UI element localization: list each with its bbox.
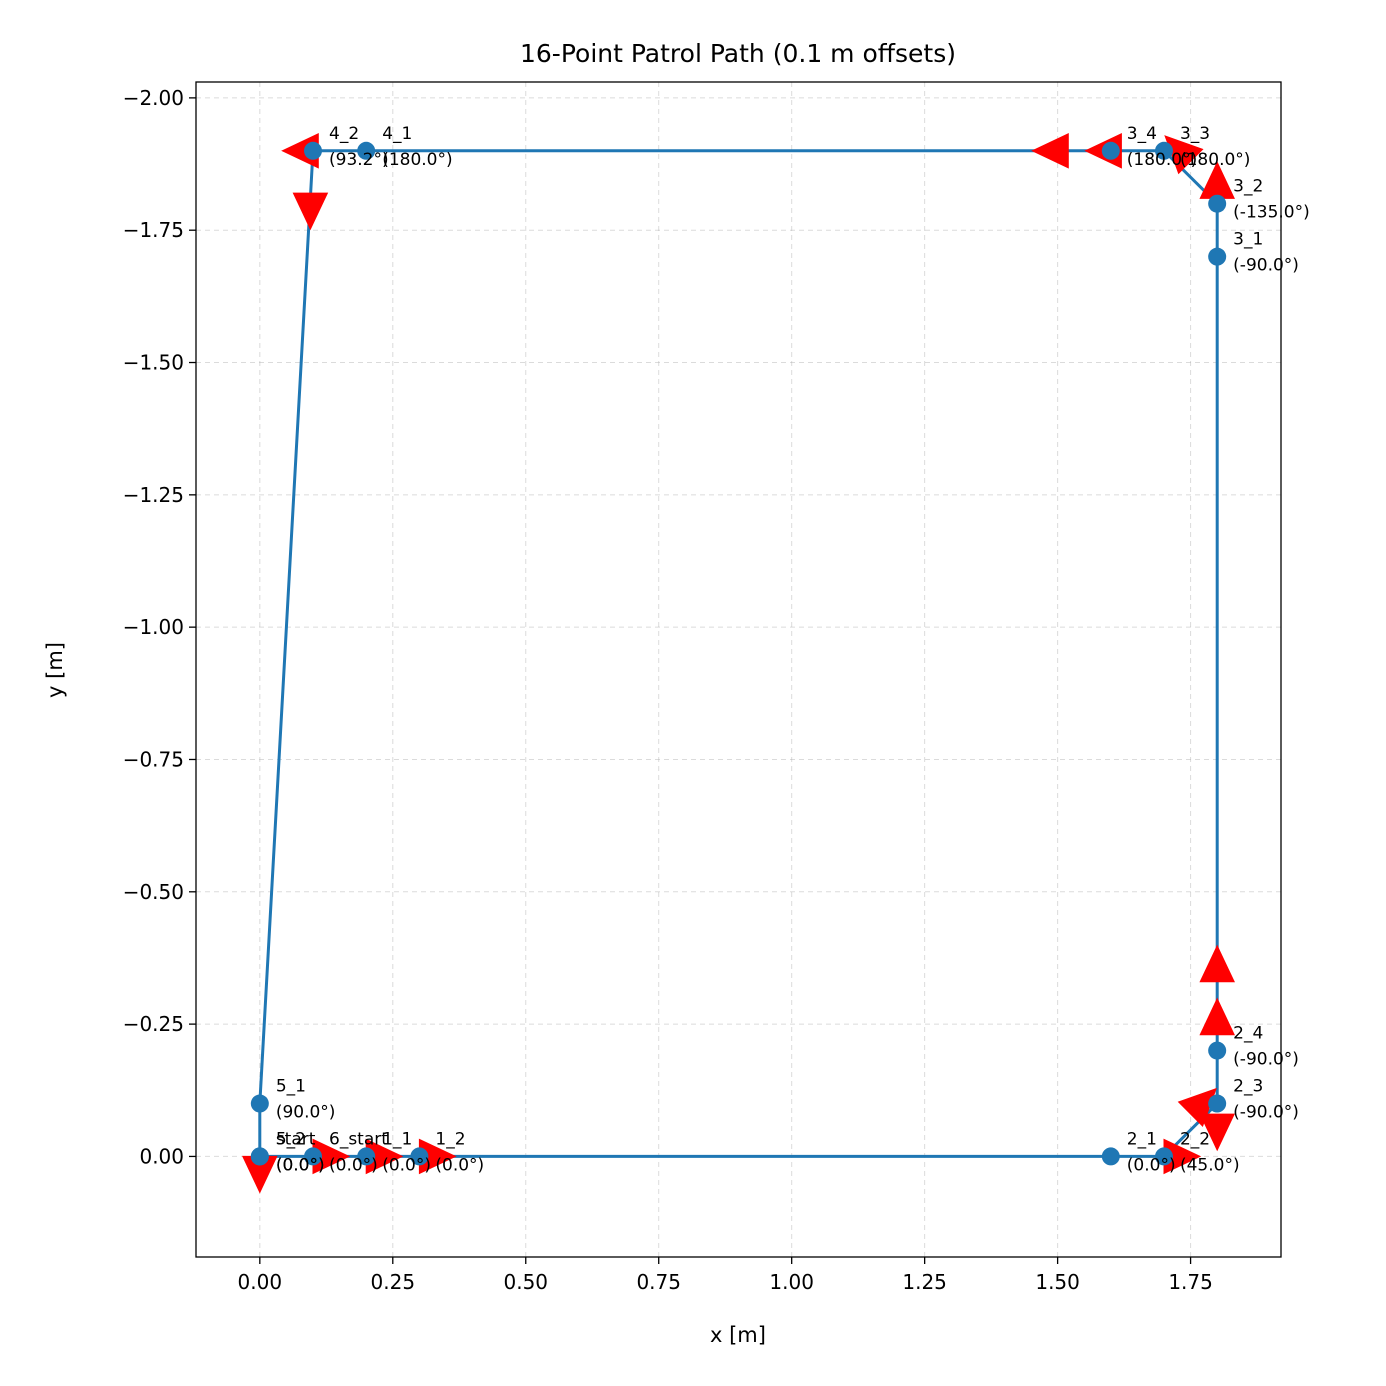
y-tick-label: −1.50 xyxy=(123,351,184,375)
waypoint-heading-label: (180.0°) xyxy=(1180,150,1250,170)
heading-arrow xyxy=(1031,133,1069,169)
waypoint-heading-label: (90.0°) xyxy=(276,1103,336,1123)
x-tick-label: 1.50 xyxy=(1035,1270,1080,1294)
x-tick-label: 1.00 xyxy=(769,1270,814,1294)
waypoint-marker xyxy=(357,141,376,160)
waypoint-heading-label: (45.0°) xyxy=(1180,1155,1240,1175)
x-tick-label: 1.75 xyxy=(1168,1270,1213,1294)
waypoint-heading-label: (-90.0°) xyxy=(1233,1050,1299,1070)
y-tick-label: −1.25 xyxy=(123,483,184,507)
waypoint-marker xyxy=(1154,1147,1173,1166)
waypoint-marker xyxy=(304,141,323,160)
waypoint-name-label: 2_2 xyxy=(1180,1129,1210,1149)
heading-arrows xyxy=(242,133,1235,1194)
waypoint-heading-label: (-90.0°) xyxy=(1233,1103,1299,1123)
heading-arrow xyxy=(1199,944,1235,983)
waypoint-name-label: 6_start xyxy=(329,1129,388,1149)
waypoint-marker xyxy=(1101,141,1120,160)
heading-arrow xyxy=(1199,997,1235,1036)
y-tick-label: 0.00 xyxy=(139,1144,184,1168)
grid xyxy=(196,82,1281,1257)
waypoint-heading-label: (0.0°) xyxy=(1127,1155,1176,1175)
waypoint-name-label: 5_2 xyxy=(276,1129,306,1149)
x-tick-label: 0.75 xyxy=(636,1270,681,1294)
waypoint-name-label: 4_2 xyxy=(329,124,359,144)
y-tick-label: −0.75 xyxy=(123,747,184,771)
waypoint-name-label: 4_1 xyxy=(382,124,412,144)
x-tick-label: 0.00 xyxy=(238,1270,283,1294)
waypoint-marker xyxy=(1101,1147,1120,1166)
waypoint-marker xyxy=(304,1147,323,1166)
y-tick-label: −1.00 xyxy=(123,615,184,639)
waypoint-labels: start(0.0°)1_1(0.0°)1_2(0.0°)2_1(0.0°)2_… xyxy=(276,124,1310,1176)
waypoint-marker xyxy=(410,1147,429,1166)
waypoint-heading-label: (0.0°) xyxy=(329,1155,378,1175)
waypoint-marker xyxy=(1208,1094,1227,1113)
waypoint-heading-label: (0.0°) xyxy=(382,1155,431,1175)
waypoint-name-label: 5_1 xyxy=(276,1077,306,1097)
axis-ticks: 0.00 0.25 0.50 0.75 1.00 1.25 1.50 1.75 0.00 −0.2… xyxy=(123,86,1213,1294)
waypoint-name-label: 3_4 xyxy=(1127,124,1157,144)
y-tick-label: −0.50 xyxy=(123,880,184,904)
waypoint-name-label: 3_1 xyxy=(1233,230,1263,250)
plot-frame xyxy=(195,81,1282,1258)
x-tick-label: 1.25 xyxy=(902,1270,947,1294)
waypoint-heading-label: (93.2°) xyxy=(329,150,389,170)
chart-title: 16-Point Patrol Path (0.1 m offsets) xyxy=(520,39,956,68)
y-axis-label: y [m] xyxy=(43,642,67,698)
heading-arrow xyxy=(1199,1113,1235,1152)
waypoint-name-label: 2_4 xyxy=(1233,1024,1263,1044)
waypoint-heading-label: (0.0°) xyxy=(276,1155,325,1175)
y-tick-label: −0.25 xyxy=(123,1012,184,1036)
waypoint-heading-label: (180.0°) xyxy=(382,150,452,170)
waypoint-marker xyxy=(250,1094,269,1113)
waypoint-heading-label: (-90.0°) xyxy=(1233,256,1299,276)
waypoint-heading-label: (180.0°) xyxy=(1127,150,1197,170)
y-tick-label: −2.00 xyxy=(123,86,184,110)
waypoint-marker xyxy=(1154,141,1173,160)
patrol-path-line xyxy=(258,149,1219,1158)
waypoint-name-label: start xyxy=(276,1129,316,1149)
heading-arrow xyxy=(292,192,329,231)
waypoint-name-label: 1_2 xyxy=(435,1129,465,1149)
path-layer xyxy=(258,149,1219,1158)
waypoint-marker xyxy=(1208,194,1227,213)
x-axis-label: x [m] xyxy=(710,1323,766,1347)
x-tick-label: 0.50 xyxy=(503,1270,548,1294)
waypoint-heading-label: (0.0°) xyxy=(276,1155,325,1175)
waypoint-heading-label: (-135.0°) xyxy=(1233,203,1310,223)
waypoint-marker xyxy=(1208,247,1227,266)
waypoint-name-label: 3_3 xyxy=(1180,124,1210,144)
waypoint-name-label: 3_2 xyxy=(1233,177,1263,197)
waypoint-name-label: 1_1 xyxy=(382,1129,412,1149)
waypoint-heading-label: (0.0°) xyxy=(435,1155,484,1175)
waypoints xyxy=(250,141,1227,1166)
waypoint-marker xyxy=(250,1147,269,1166)
waypoint-marker xyxy=(1208,1041,1227,1060)
waypoint-name-label: 2_3 xyxy=(1233,1077,1263,1097)
waypoint-name-label: 2_1 xyxy=(1127,1129,1157,1149)
y-tick-label: −1.75 xyxy=(123,218,184,242)
waypoint-marker xyxy=(357,1147,376,1166)
x-tick-label: 0.25 xyxy=(371,1270,416,1294)
